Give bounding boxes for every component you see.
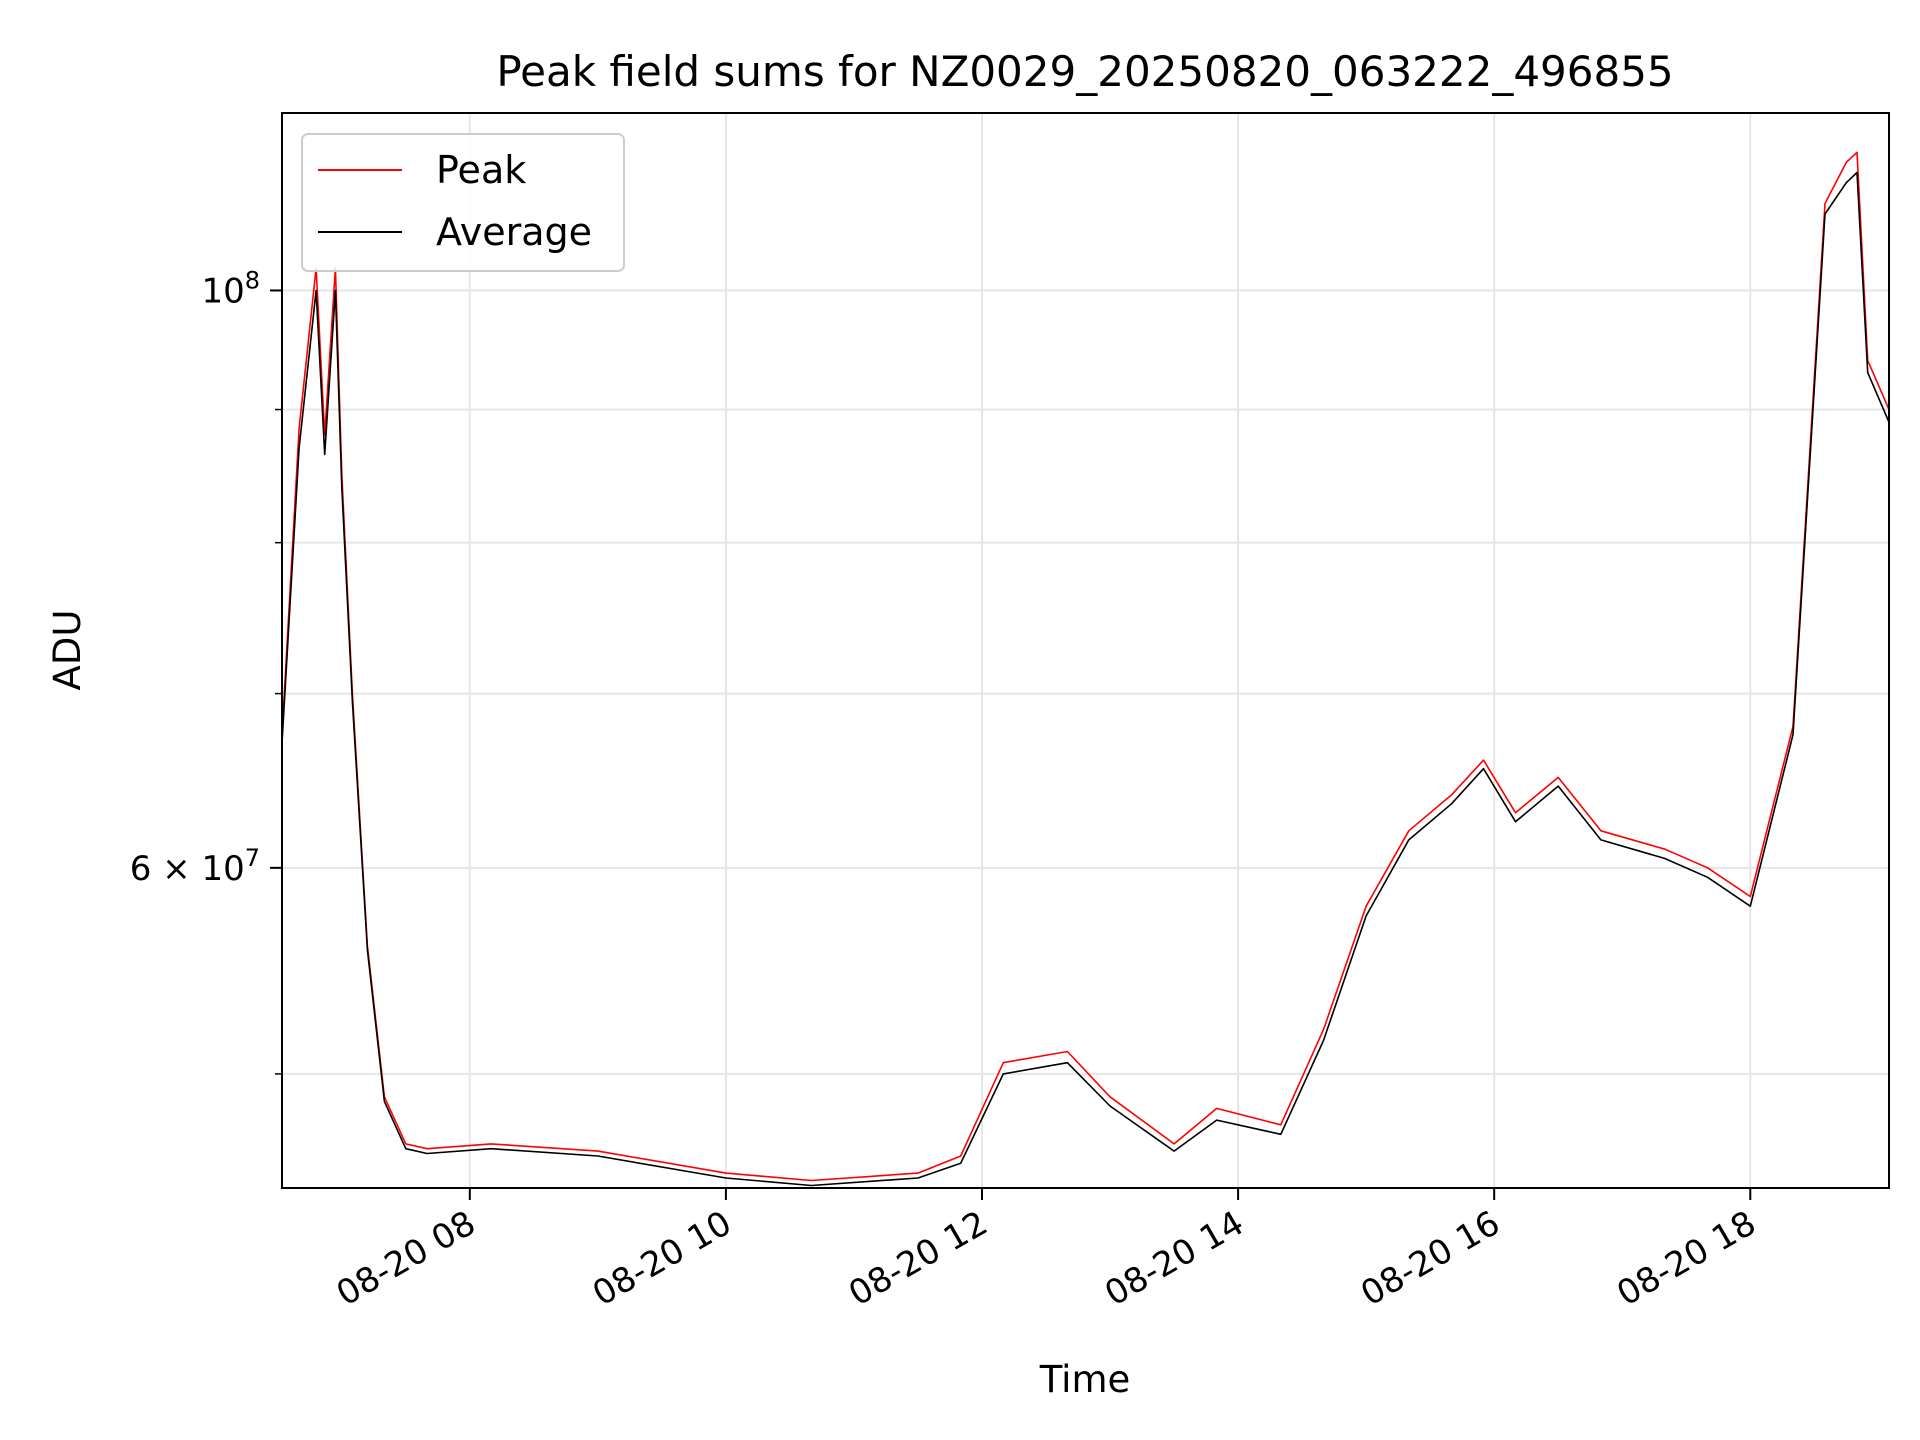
x-tick-label: 08-20 12 xyxy=(842,1203,994,1314)
y-axis-ticks: 6 × 107 108 xyxy=(130,266,282,1075)
plot-frame xyxy=(281,112,1890,1189)
x-tick-label: 08-20 14 xyxy=(1098,1203,1250,1314)
series-layer xyxy=(282,151,1889,1187)
y-tick-label: 108 xyxy=(201,266,260,311)
legend-label-average: Average xyxy=(436,210,592,254)
legend-box xyxy=(301,133,625,272)
y-axis-label: ADU xyxy=(46,610,89,691)
series-line-peak xyxy=(282,151,1889,1182)
legend: Peak Average xyxy=(301,133,625,272)
x-tick-label: 08-20 18 xyxy=(1610,1203,1762,1314)
x-axis-label: Time xyxy=(1039,1358,1131,1401)
x-axis-ticks: 08-20 08 08-20 10 08-20 12 08-20 14 08-20 16… xyxy=(330,1188,1763,1314)
legend-label-peak: Peak xyxy=(436,148,526,192)
chart-title: Peak field sums for NZ0029_20250820_0632… xyxy=(496,47,1673,96)
y-tick-label: 6 × 107 xyxy=(130,844,260,889)
grid xyxy=(282,113,1889,1188)
x-tick-label: 08-20 08 xyxy=(330,1203,482,1314)
x-tick-label: 08-20 16 xyxy=(1354,1203,1506,1314)
series-line-average xyxy=(282,171,1889,1187)
x-tick-label: 08-20 10 xyxy=(586,1203,738,1314)
